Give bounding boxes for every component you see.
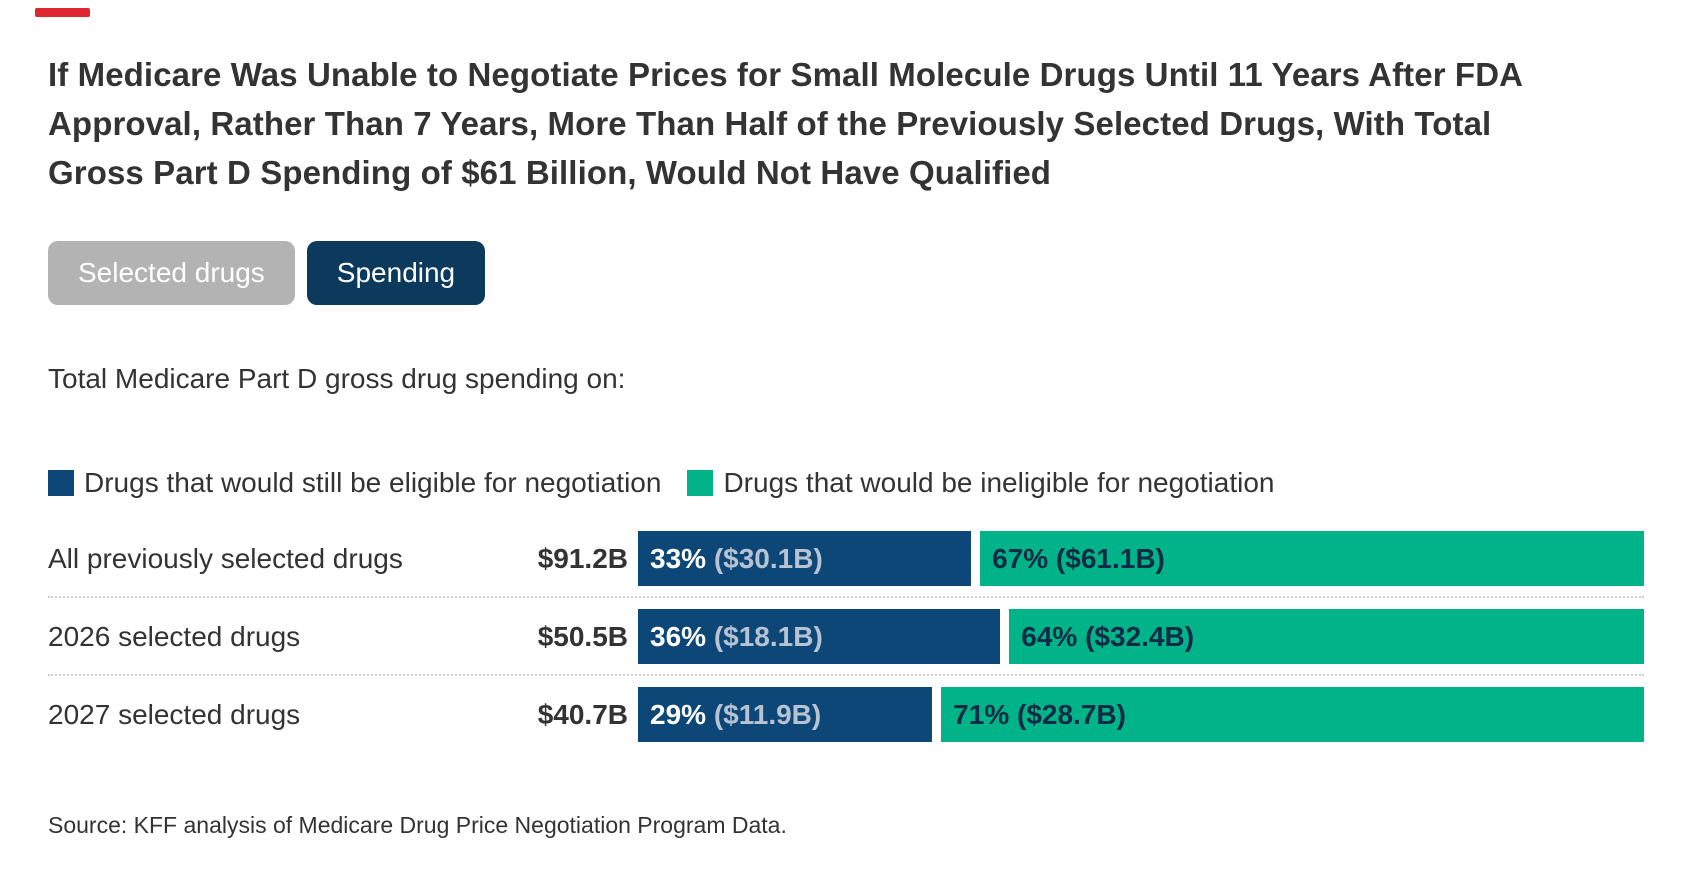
segment-percent: 64% [1021, 620, 1086, 652]
stacked-bar-chart: All previously selected drugs $91.2B 33%… [48, 531, 1644, 742]
tab-spending[interactable]: Spending [306, 241, 486, 305]
segment-amount: ($18.1B) [713, 620, 823, 652]
page-title: If Medicare Was Unable to Negotiate Pric… [48, 56, 1522, 191]
ineligible-segment[interactable]: 71% ($28.7B) [941, 687, 1644, 742]
segment-amount: ($61.1B) [1055, 542, 1165, 574]
view-toggle: Selected drugs Spending [48, 241, 1644, 305]
row-total-value: $40.7B [537, 698, 628, 730]
legend: Drugs that would still be eligible for n… [48, 467, 1644, 499]
legend-label-eligible: Drugs that would still be eligible for n… [84, 467, 662, 498]
legend-label-ineligible: Drugs that would be ineligible for negot… [723, 467, 1275, 498]
segment-percent: 36% [650, 620, 714, 652]
ineligible-segment[interactable]: 67% ($61.1B) [980, 531, 1644, 586]
row-label: 2027 selected drugs [48, 698, 301, 730]
legend-item-eligible: Drugs that would still be eligible for n… [48, 467, 661, 499]
stacked-bar: 33% ($30.1B) 67% ($61.1B) [638, 531, 1644, 586]
row-label: All previously selected drugs [48, 542, 403, 574]
segment-amount: ($11.9B) [713, 698, 822, 730]
row-total-value: $91.2B [537, 542, 628, 574]
eligible-segment[interactable]: 36% ($18.1B) [638, 609, 1001, 664]
chart-subtitle: Total Medicare Part D gross drug spendin… [48, 363, 626, 394]
segment-amount: ($28.7B) [1017, 698, 1126, 730]
eligible-segment[interactable]: 29% ($11.9B) [638, 687, 933, 742]
legend-item-ineligible: Drugs that would be ineligible for negot… [687, 467, 1274, 499]
row-separator [48, 596, 1644, 598]
row-total-value: $50.5B [537, 620, 628, 652]
bar-row-all-previously-selected: All previously selected drugs $91.2B 33%… [48, 531, 1644, 586]
eligible-swatch-icon [48, 470, 74, 496]
stacked-bar: 36% ($18.1B) 64% ($32.4B) [638, 609, 1644, 664]
segment-percent: 71% [953, 698, 1017, 730]
stacked-bar: 29% ($11.9B) 71% ($28.7B) [638, 687, 1644, 742]
bar-row-2026-selected: 2026 selected drugs $50.5B 36% ($18.1B) … [48, 609, 1644, 664]
segment-amount: ($32.4B) [1085, 620, 1195, 652]
segment-percent: 29% [650, 698, 714, 730]
bar-row-2027-selected: 2027 selected drugs $40.7B 29% ($11.9B) … [48, 687, 1644, 742]
chart-page: If Medicare Was Unable to Negotiate Pric… [48, 56, 1644, 838]
row-separator [48, 674, 1644, 676]
segment-percent: 33% [650, 542, 714, 574]
segment-percent: 67% [992, 542, 1056, 574]
source-note: Source: KFF analysis of Medicare Drug Pr… [48, 812, 787, 838]
row-label: 2026 selected drugs [48, 620, 301, 652]
ineligible-swatch-icon [687, 470, 714, 496]
tab-selected-drugs[interactable]: Selected drugs [48, 241, 295, 305]
eligible-segment[interactable]: 33% ($30.1B) [638, 531, 972, 586]
segment-amount: ($30.1B) [713, 542, 823, 574]
red-accent-mark [35, 8, 90, 17]
ineligible-segment[interactable]: 64% ($32.4B) [1009, 609, 1644, 664]
